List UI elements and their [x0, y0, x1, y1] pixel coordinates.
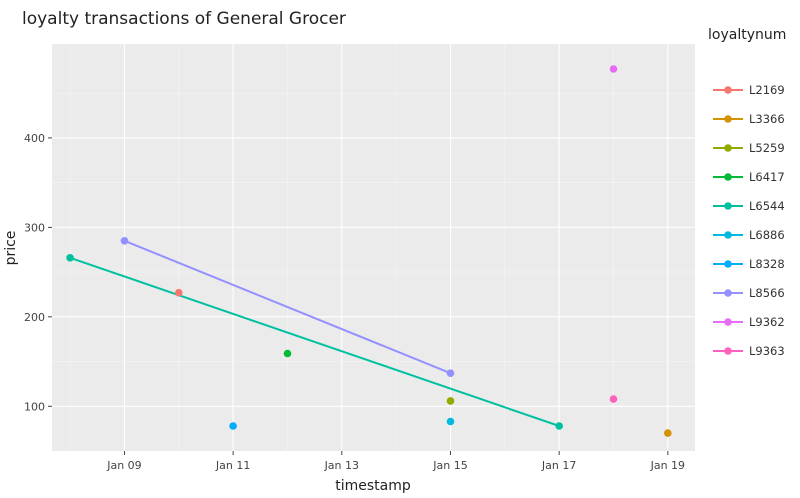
y-axis-ticks: 100 200 300 400 — [24, 132, 52, 413]
legend-item-L3366[interactable]: L3366 — [713, 112, 785, 126]
x-axis-ticks: Jan 09 Jan 11 Jan 13 Jan 15 Jan 17 Jan 19 — [106, 451, 685, 472]
legend-label: L3366 — [749, 112, 785, 126]
legend-label: L6544 — [749, 199, 785, 213]
legend-item-L8328[interactable]: L8328 — [713, 257, 785, 271]
data-point-L3366[interactable] — [664, 429, 672, 437]
data-point-L5259[interactable] — [446, 397, 455, 405]
plot-panel — [52, 44, 695, 451]
legend-item-L6544[interactable]: L6544 — [713, 199, 785, 213]
data-point-L6417[interactable] — [283, 349, 292, 358]
x-tick-label: Jan 15 — [432, 459, 467, 472]
chart-title: loyalty transactions of General Grocer — [22, 9, 346, 29]
data-point-L9362[interactable] — [609, 65, 618, 73]
legend-item-L9363[interactable]: L9363 — [713, 344, 785, 358]
legend[interactable]: L2169 L3366 L5259 L6417 L6544 L6886 L8328 L8566… — [713, 83, 785, 358]
data-point-L9363[interactable] — [609, 395, 618, 403]
y-tick-label: 400 — [24, 132, 45, 145]
data-point-L6544[interactable] — [555, 422, 563, 430]
legend-swatch-point — [724, 86, 732, 94]
legend-label: L9363 — [749, 344, 785, 358]
legend-swatch-point — [724, 289, 732, 297]
x-tick-label: Jan 17 — [541, 459, 576, 472]
series-line-L8566 — [124, 239, 451, 375]
legend-item-L6886[interactable]: L6886 — [713, 228, 785, 242]
legend-label: L8566 — [749, 286, 785, 300]
series-line-L6544 — [69, 256, 560, 427]
legend-swatch-point — [724, 115, 732, 123]
legend-label: L6417 — [749, 170, 785, 184]
data-point-L8566[interactable] — [446, 369, 455, 378]
legend-title: loyaltynum — [708, 27, 786, 43]
y-tick-label: 200 — [24, 311, 45, 324]
x-axis-title: timestamp — [335, 478, 411, 494]
legend-swatch-point — [724, 202, 732, 210]
data-point-L8566[interactable] — [120, 237, 129, 245]
legend-swatch-point — [724, 318, 732, 326]
legend-item-L9362[interactable]: L9362 — [713, 315, 785, 329]
legend-item-L5259[interactable]: L5259 — [713, 141, 785, 155]
legend-item-L2169[interactable]: L2169 — [713, 83, 785, 97]
legend-label: L8328 — [749, 257, 785, 271]
data-point-L8328[interactable] — [229, 422, 237, 430]
data-point-L6886[interactable] — [446, 417, 455, 426]
y-tick-label: 300 — [24, 221, 45, 234]
data-point-L6544[interactable] — [66, 253, 74, 262]
x-tick-label: Jan 13 — [324, 459, 359, 472]
legend-swatch-point — [724, 231, 732, 239]
legend-item-L6417[interactable]: L6417 — [713, 170, 785, 184]
legend-swatch-point — [724, 260, 732, 268]
series-lines — [69, 239, 560, 427]
legend-swatch-point — [724, 144, 732, 152]
x-tick-label: Jan 11 — [215, 459, 250, 472]
data-points — [66, 65, 672, 437]
x-tick-label: Jan 19 — [650, 459, 685, 472]
x-tick-label: Jan 09 — [106, 459, 141, 472]
legend-label: L6886 — [749, 228, 785, 242]
legend-label: L5259 — [749, 141, 785, 155]
legend-item-L8566[interactable]: L8566 — [713, 286, 785, 300]
y-axis-title: price — [3, 231, 19, 266]
y-tick-label: 100 — [24, 400, 45, 413]
legend-label: L9362 — [749, 315, 785, 329]
data-point-L2169[interactable] — [175, 288, 183, 297]
grid-lines — [52, 44, 695, 451]
legend-swatch-point — [724, 347, 732, 355]
legend-label: L2169 — [749, 83, 785, 97]
legend-swatch-point — [724, 173, 732, 181]
